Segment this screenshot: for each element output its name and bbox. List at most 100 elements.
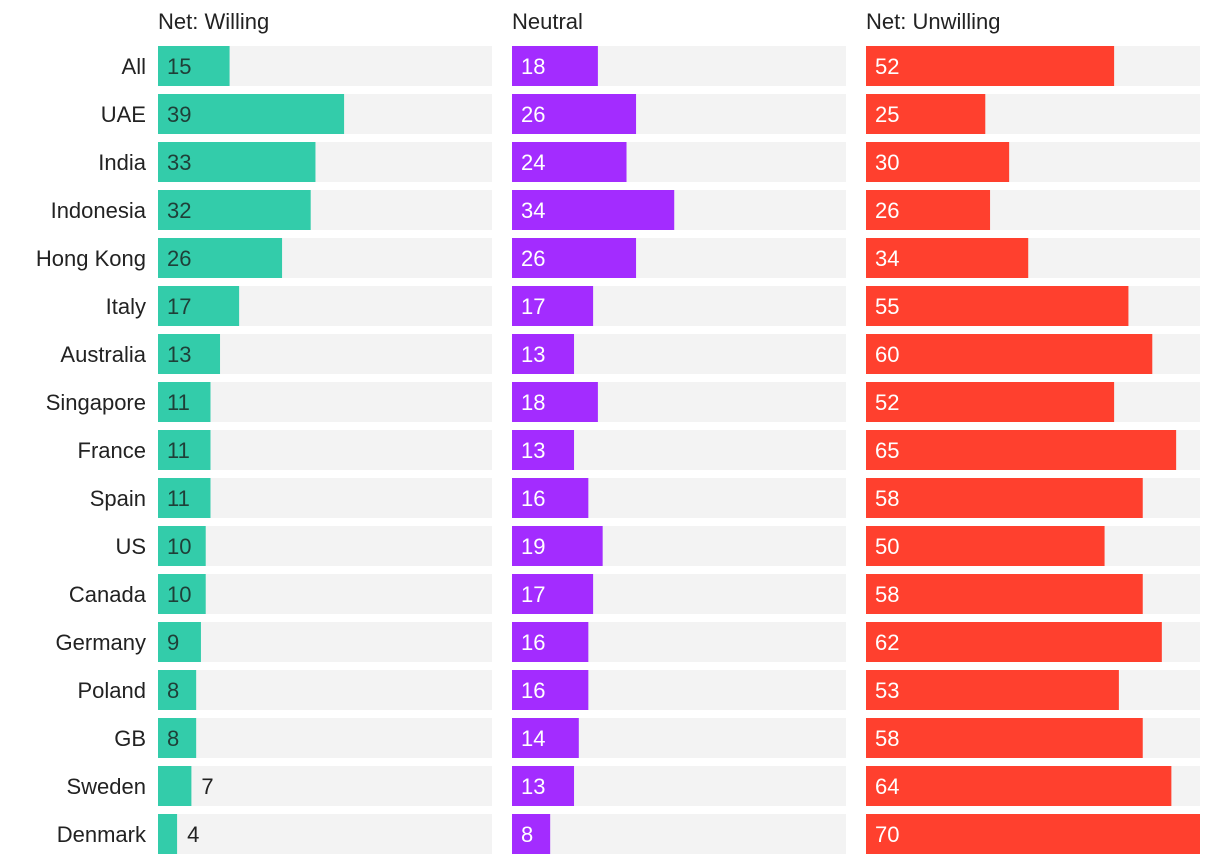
value-label-net-willing-spain: 11 [167,486,190,511]
bar-net-willing-indonesia [158,190,311,230]
bar-neutral-india [512,142,627,182]
row-label-poland: Poland [77,678,146,703]
value-label-net-unwilling-italy: 55 [875,294,899,319]
bar-track-net-willing-us [158,526,492,566]
bar-track-net-willing-poland [158,670,492,710]
value-label-net-willing-gb: 8 [167,726,179,751]
bar-net-willing-germany [158,622,201,662]
bar-neutral-italy [512,286,594,326]
bar-net-unwilling-spain [866,478,1143,518]
value-label-net-willing-all: 15 [167,54,191,79]
value-label-net-unwilling-gb: 58 [875,726,899,751]
bar-net-unwilling-singapore [866,382,1115,422]
value-label-net-unwilling-uae: 25 [875,102,899,127]
bar-net-willing-gb [158,718,197,758]
panel-title-net-willing: Net: Willing [158,9,269,34]
value-label-neutral-germany: 16 [521,630,545,655]
bar-net-willing-canada [158,574,206,614]
bar-track-net-willing-canada [158,574,492,614]
value-label-neutral-italy: 17 [521,294,545,319]
value-label-net-unwilling-all: 52 [875,54,899,79]
bar-net-unwilling-germany [866,622,1162,662]
bar-neutral-hong-kong [512,238,637,278]
row-label-italy: Italy [106,294,146,319]
bar-neutral-gb [512,718,579,758]
bar-track-net-willing-germany [158,622,492,662]
bar-track-net-willing-gb [158,718,492,758]
value-label-net-unwilling-germany: 62 [875,630,899,655]
bar-net-willing-poland [158,670,197,710]
value-label-net-unwilling-australia: 60 [875,342,899,367]
value-label-net-willing-hong-kong: 26 [167,246,191,271]
row-label-uae: UAE [101,102,146,127]
bar-net-willing-india [158,142,316,182]
value-label-net-willing-australia: 13 [167,342,191,367]
value-label-net-unwilling-denmark: 70 [875,822,899,847]
value-label-net-unwilling-sweden: 64 [875,774,899,799]
bar-neutral-france [512,430,575,470]
value-label-net-unwilling-france: 65 [875,438,899,463]
bar-neutral-australia [512,334,575,374]
bar-net-unwilling-poland [866,670,1119,710]
bar-net-willing-uae [158,94,345,134]
bar-net-unwilling-uae [866,94,986,134]
value-label-net-willing-denmark: 4 [187,822,199,847]
bar-neutral-sweden [512,766,575,806]
bar-neutral-uae [512,94,637,134]
bar-neutral-all [512,46,598,86]
panel-title-neutral: Neutral [512,9,583,34]
bar-net-willing-sweden [158,766,192,806]
bar-net-unwilling-india [866,142,1010,182]
panel-title-net-unwilling: Net: Unwilling [866,9,1001,34]
value-label-net-unwilling-india: 30 [875,150,899,175]
bar-net-willing-us [158,526,206,566]
bar-net-willing-italy [158,286,240,326]
value-label-neutral-canada: 17 [521,582,545,607]
bar-neutral-denmark [512,814,551,854]
value-label-neutral-hong-kong: 26 [521,246,545,271]
value-label-neutral-australia: 13 [521,342,545,367]
row-label-india: India [98,150,146,175]
bar-neutral-germany [512,622,589,662]
value-label-neutral-us: 19 [521,534,545,559]
bar-net-willing-singapore [158,382,211,422]
value-label-net-willing-singapore: 11 [167,390,190,415]
value-label-neutral-gb: 14 [521,726,545,751]
row-label-canada: Canada [69,582,147,607]
row-label-germany: Germany [56,630,146,655]
bar-track-neutral-denmark [512,814,846,854]
bar-net-willing-hong-kong [158,238,283,278]
bar-net-willing-france [158,430,211,470]
value-label-net-unwilling-spain: 58 [875,486,899,511]
value-label-net-unwilling-us: 50 [875,534,899,559]
value-label-net-willing-poland: 8 [167,678,179,703]
bar-track-net-willing-spain [158,478,492,518]
bar-neutral-poland [512,670,589,710]
row-label-indonesia: Indonesia [51,198,147,223]
bar-net-willing-australia [158,334,221,374]
bar-net-unwilling-sweden [866,766,1172,806]
value-label-neutral-all: 18 [521,54,545,79]
bar-track-net-willing-denmark [158,814,492,854]
bar-neutral-singapore [512,382,598,422]
value-label-neutral-poland: 16 [521,678,545,703]
bar-neutral-canada [512,574,594,614]
row-label-all: All [122,54,146,79]
value-label-neutral-sweden: 13 [521,774,545,799]
value-label-neutral-uae: 26 [521,102,545,127]
row-label-hong-kong: Hong Kong [36,246,146,271]
row-label-france: France [78,438,146,463]
bar-net-willing-denmark [158,814,178,854]
value-label-neutral-spain: 16 [521,486,545,511]
value-label-net-willing-uae: 39 [167,102,191,127]
bar-net-unwilling-all [866,46,1115,86]
value-label-net-willing-indonesia: 32 [167,198,191,223]
value-label-net-willing-us: 10 [167,534,191,559]
bar-track-net-willing-france [158,430,492,470]
value-label-net-unwilling-poland: 53 [875,678,899,703]
value-label-net-willing-sweden: 7 [201,774,213,799]
value-label-net-willing-italy: 17 [167,294,191,319]
value-label-neutral-denmark: 8 [521,822,533,847]
bar-neutral-us [512,526,603,566]
